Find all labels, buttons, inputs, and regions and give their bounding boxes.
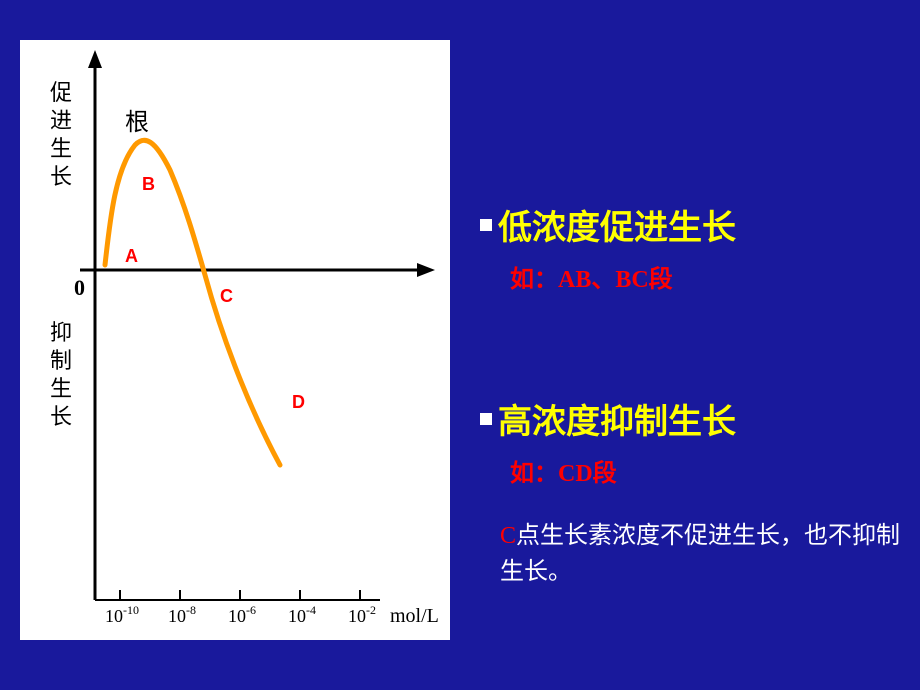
x-unit-label: mol/L: [390, 605, 439, 627]
y-top-label-2: 进: [50, 108, 72, 133]
sub-prefix-2: 如：: [510, 461, 558, 487]
y-top-label-1: 促: [50, 80, 72, 105]
bullet-square-icon: [480, 219, 492, 231]
curve-title: 根: [125, 109, 149, 136]
y-top-label-3: 生: [50, 136, 72, 161]
note-rest: 点生长素浓度不促进生长，也不抑制生长。: [500, 523, 900, 585]
bullet-title-1: 低浓度促进生长: [498, 200, 736, 249]
xtick-label-1: 10-10: [105, 603, 139, 626]
note-red-c: C: [500, 523, 516, 549]
y-top-label-4: 长: [50, 164, 72, 189]
bullet-sub-1: 如：AB、BC段: [510, 259, 900, 294]
y-bot-label-4: 长: [50, 404, 72, 429]
growth-curve: [105, 140, 280, 465]
text-panel: 低浓度促进生长 如：AB、BC段 高浓度抑制生长 如：CD段 C点生长素浓度不促…: [480, 200, 900, 610]
point-b-label: B: [142, 174, 155, 194]
y-axis-arrow: [88, 50, 102, 68]
sub-content-2: CD段: [558, 461, 617, 487]
sub-prefix-1: 如：: [510, 267, 558, 293]
y-bot-label-3: 生: [50, 376, 72, 401]
growth-chart: 10-10 10-8 10-6 10-4 10-2 mol/L 0 促 进 生 …: [20, 40, 450, 640]
xtick-label-5: 10-2: [348, 603, 376, 626]
sub-content-1: AB、BC段: [558, 267, 673, 293]
point-d-label: D: [292, 392, 305, 412]
bullet-low-concentration: 低浓度促进生长 如：AB、BC段: [480, 200, 900, 294]
xtick-label-4: 10-4: [288, 603, 316, 626]
point-a-label: A: [125, 246, 138, 266]
xtick-label-2: 10-8: [168, 603, 196, 626]
origin-label: 0: [74, 275, 85, 300]
x-axis-arrow: [417, 263, 435, 277]
y-bot-label-1: 抑: [50, 320, 72, 345]
bullet-title-2: 高浓度抑制生长: [498, 394, 736, 443]
bullet-header-2: 高浓度抑制生长: [480, 394, 900, 443]
xtick-label-3: 10-6: [228, 603, 256, 626]
bullet-note: C点生长素浓度不促进生长，也不抑制生长。: [500, 518, 900, 590]
bullet-sub-2: 如：CD段: [510, 453, 900, 488]
bullet-high-concentration: 高浓度抑制生长 如：CD段 C点生长素浓度不促进生长，也不抑制生长。: [480, 394, 900, 590]
y-bot-label-2: 制: [50, 348, 72, 373]
bullet-header-1: 低浓度促进生长: [480, 200, 900, 249]
point-c-label: C: [220, 286, 233, 306]
bullet-square-icon: [480, 413, 492, 425]
chart-panel: 10-10 10-8 10-6 10-4 10-2 mol/L 0 促 进 生 …: [20, 40, 450, 640]
